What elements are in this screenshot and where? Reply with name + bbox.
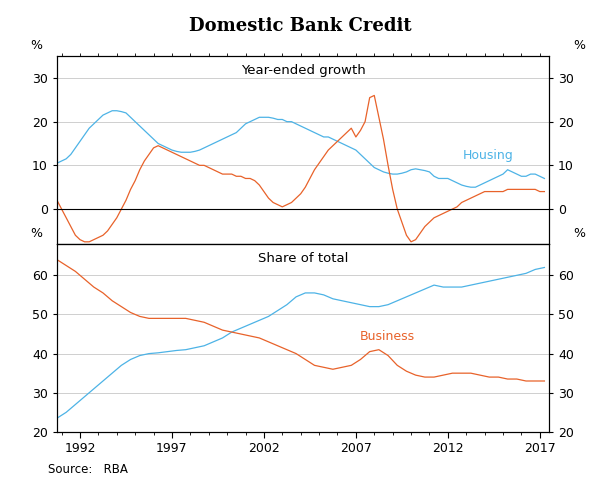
Text: %: %	[574, 227, 586, 240]
Text: Source:   RBA: Source: RBA	[48, 463, 128, 476]
Text: Business: Business	[359, 330, 415, 343]
Text: %: %	[30, 40, 42, 52]
Text: Year-ended growth: Year-ended growth	[241, 63, 365, 77]
Text: Housing: Housing	[463, 149, 514, 162]
Text: Domestic Bank Credit: Domestic Bank Credit	[188, 17, 412, 35]
Text: %: %	[30, 227, 42, 240]
Text: Share of total: Share of total	[258, 251, 348, 264]
Text: %: %	[574, 40, 586, 52]
